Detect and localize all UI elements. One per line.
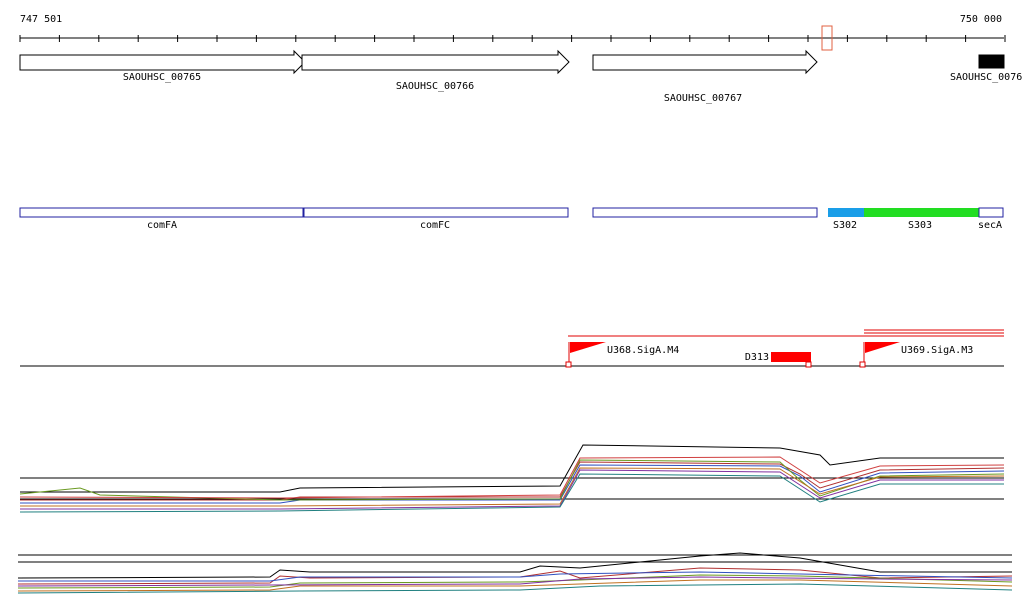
promoter-label: D313: [745, 352, 769, 363]
trace: [20, 464, 1005, 504]
feature-box: [864, 208, 979, 217]
feature-label: comFA: [147, 220, 177, 231]
expression-panel: [17, 552, 1013, 594]
trace: [17, 579, 1013, 592]
gene-track: [19, 49, 1005, 75]
feature-label: secA: [978, 220, 1002, 231]
trace: [20, 467, 1005, 507]
trace: [20, 461, 1005, 501]
feature-box: [978, 207, 1004, 218]
trace: [18, 571, 1013, 582]
view-marker: [821, 25, 833, 51]
trace: [20, 469, 1004, 510]
promoter-flag: [865, 342, 900, 353]
trace: [17, 583, 1013, 594]
trace: [19, 459, 1005, 501]
trace: [17, 567, 1013, 585]
site-marker: [565, 361, 572, 368]
feature-box: [19, 207, 304, 218]
gene-label: SAOUHSC_0076: [950, 72, 1022, 83]
trace: [17, 576, 1013, 587]
gene-label: SAOUHSC_00765: [123, 72, 201, 83]
gene-arrow: [301, 49, 570, 75]
feature-box: [303, 207, 569, 218]
site-marker: [859, 361, 866, 368]
trace: [19, 456, 1005, 499]
feature-label: comFC: [420, 220, 450, 231]
promoter-track: [20, 329, 1004, 368]
gene-arrow: [19, 49, 306, 75]
gene-arrow: [592, 49, 818, 75]
terminator-box: [771, 352, 811, 362]
promoter-label: U368.SigA.M4: [607, 345, 679, 356]
gene-box: [978, 54, 1005, 69]
site-marker: [805, 361, 812, 368]
gene-label: SAOUHSC_00766: [396, 81, 474, 92]
feature-track: [19, 207, 1004, 218]
ruler-end: 750 000: [960, 14, 1002, 25]
promoter-label: U369.SigA.M3: [901, 345, 973, 356]
promoter-flag: [570, 342, 606, 353]
feature-label: S303: [908, 220, 932, 231]
ruler-start: 747 501: [20, 14, 62, 25]
ruler-ticks: [19, 35, 1006, 42]
feature-label: S302: [833, 220, 857, 231]
trace: [17, 552, 1012, 579]
feature-box: [828, 208, 864, 217]
trace: [19, 473, 1004, 513]
expression-panel: [19, 444, 1005, 513]
ruler: 747 501 750 000: [19, 14, 1006, 51]
gene-label: SAOUHSC_00767: [664, 93, 742, 104]
feature-box: [592, 207, 818, 218]
trace: [20, 444, 1004, 493]
